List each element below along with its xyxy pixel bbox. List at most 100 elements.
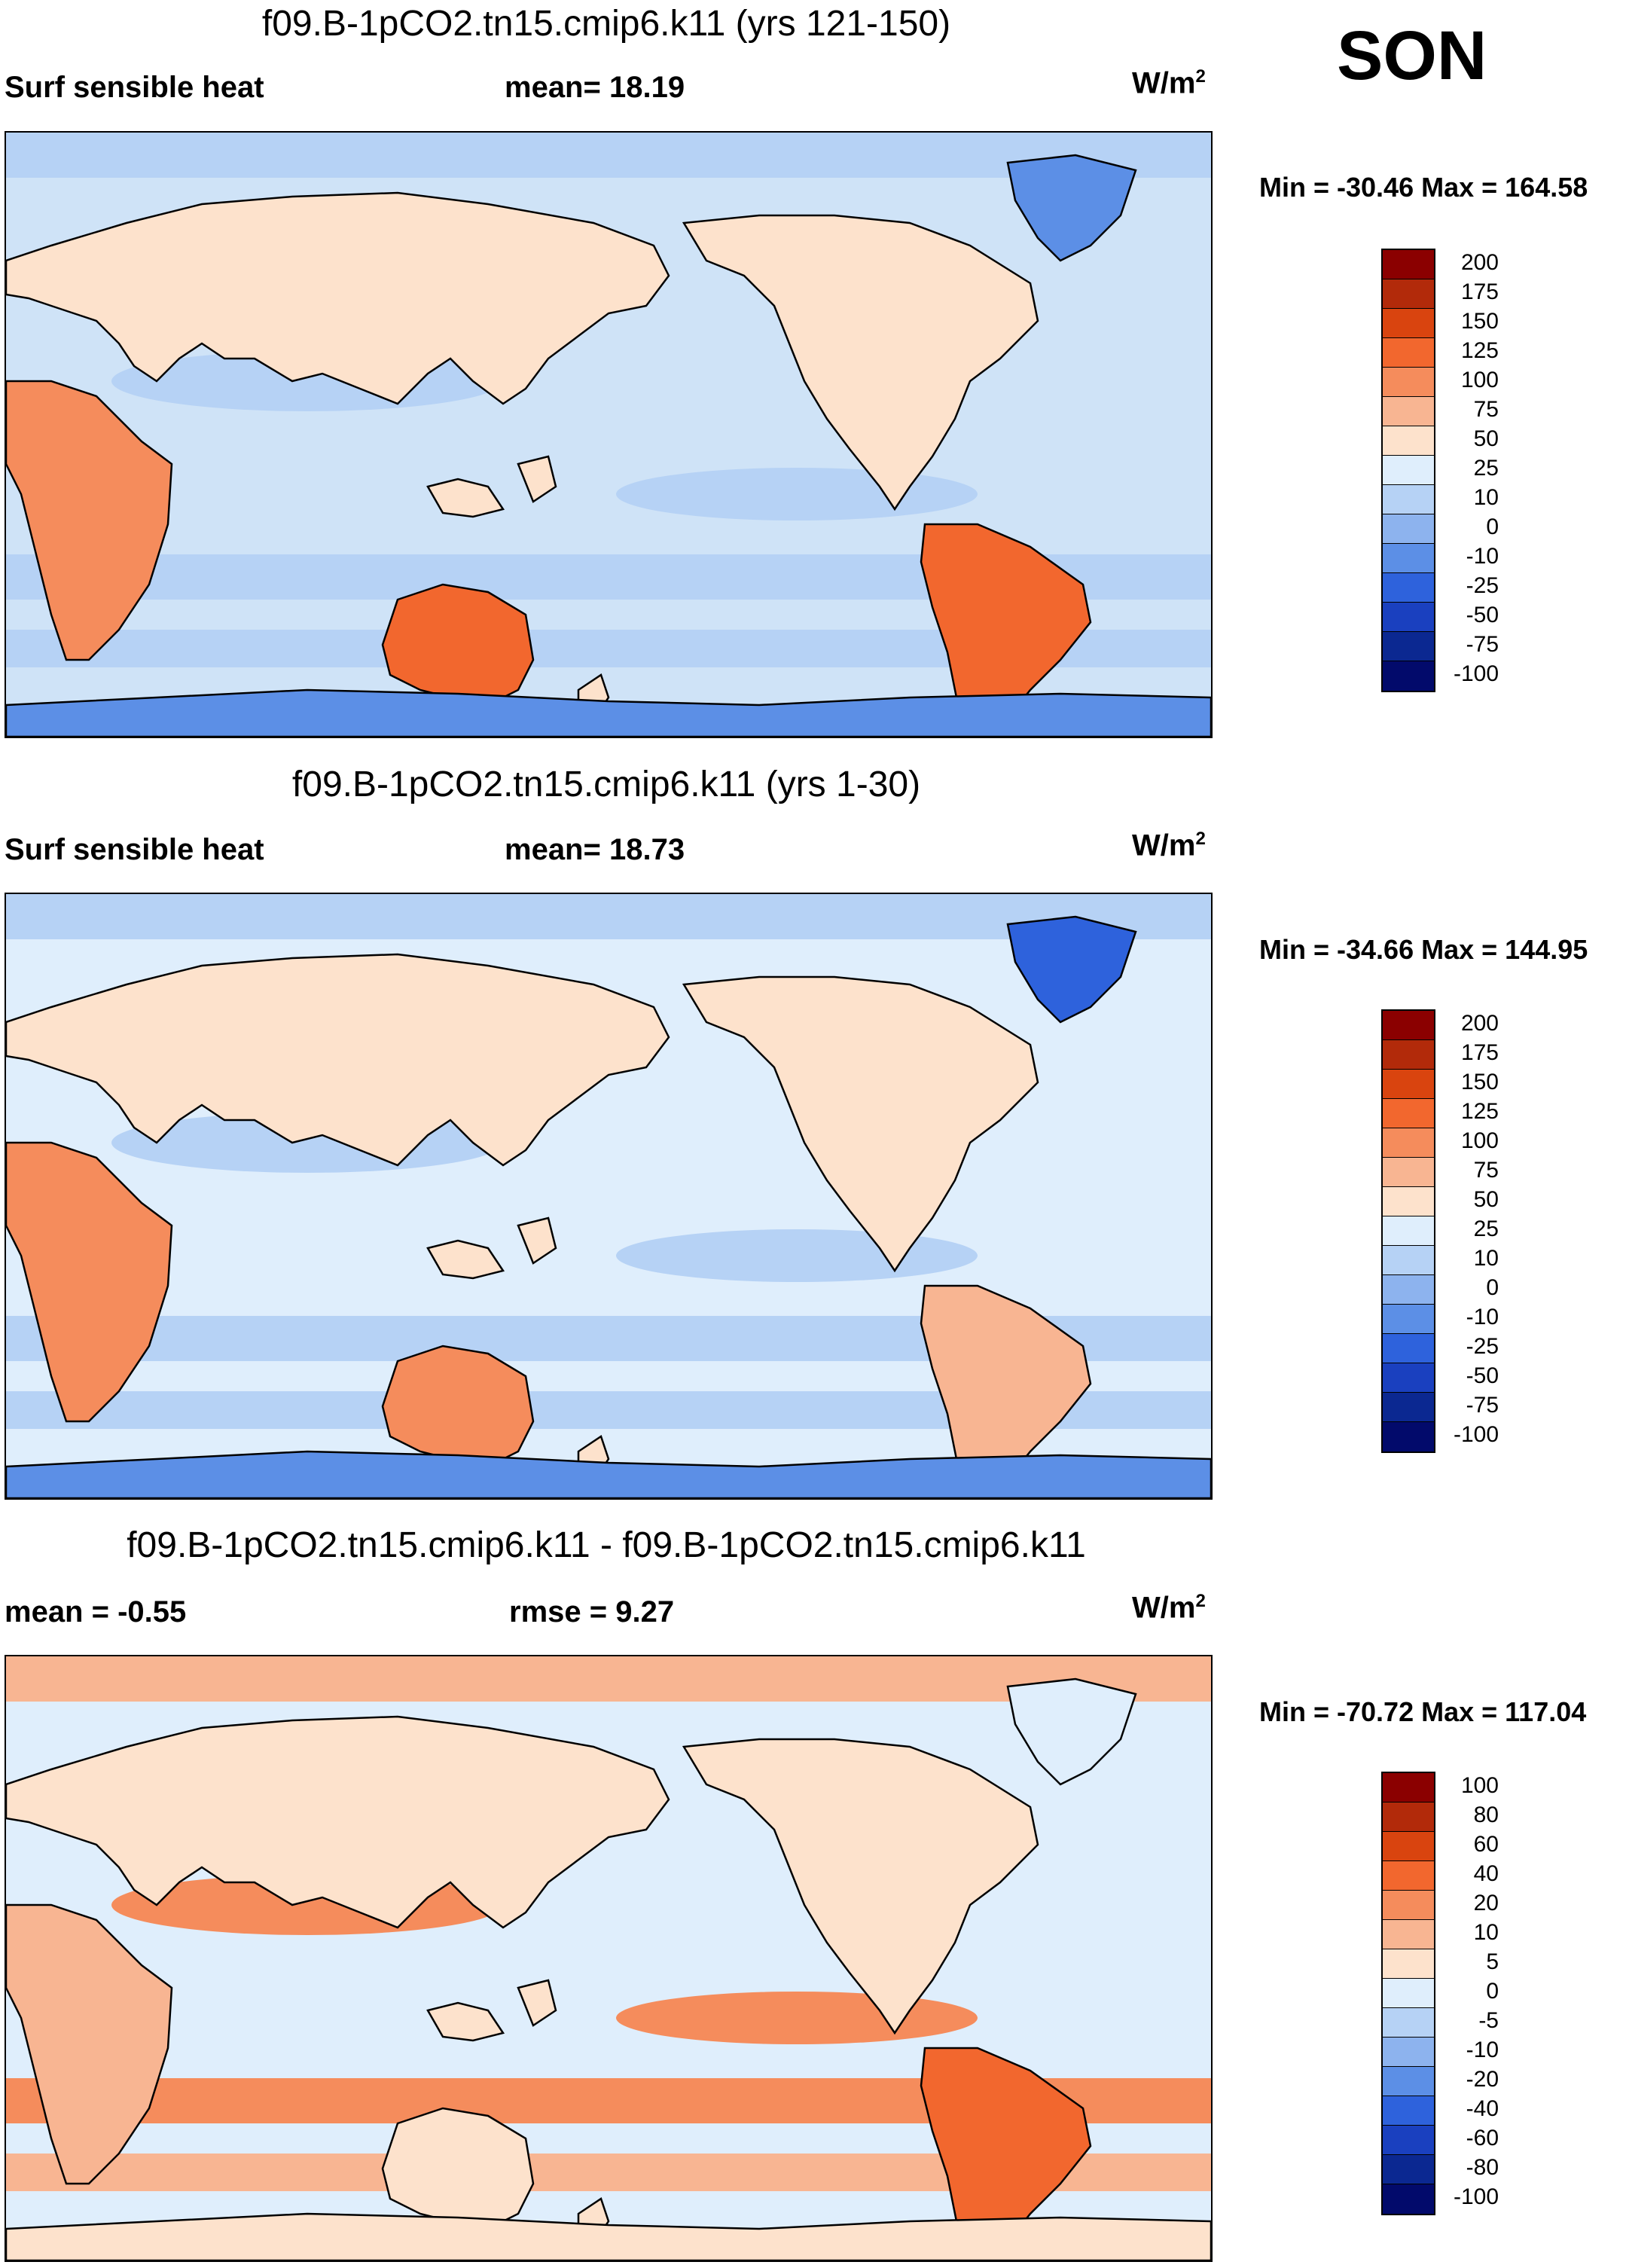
- colorbar-tick-label: -25: [1466, 573, 1499, 598]
- colorbar-box: [1383, 2067, 1434, 2096]
- colorbar-box: [1383, 1070, 1434, 1099]
- panel-1-map: [5, 131, 1213, 738]
- tropical-pacific-anomaly: [616, 1229, 978, 1282]
- antarctica-landmass: [6, 688, 1211, 737]
- world-map: [6, 1656, 1211, 2260]
- colorbar-box: [1383, 2096, 1434, 2126]
- colorbar-tick-label: 100: [1460, 1773, 1499, 1798]
- africa-landmass: [6, 1903, 173, 2185]
- colorbar-tick-label: 50: [1473, 426, 1499, 451]
- panel-1-units: W/m2: [1132, 66, 1206, 100]
- antarctica-landmass: [6, 2212, 1211, 2260]
- colorbar-box: [1383, 1979, 1434, 2008]
- panel-3-title: f09.B-1pCO2.tn15.cmip6.k11 - f09.B-1pCO2…: [127, 1525, 1086, 1565]
- colorbar-box: [1383, 1773, 1434, 1802]
- colorbar-tick-label: 200: [1460, 250, 1499, 275]
- eurasia-landmass: [6, 1715, 670, 1929]
- colorbar-box: [1383, 1128, 1434, 1158]
- colorbar-tick-label: 25: [1473, 456, 1499, 481]
- colorbar-box: [1383, 485, 1434, 514]
- panel-3-units: W/m2: [1132, 1591, 1206, 1625]
- panel-1-colorbar: [1381, 249, 1435, 692]
- maritime-continent-islands: [426, 455, 557, 518]
- colorbar-box: [1383, 368, 1434, 397]
- colorbar-box: [1383, 1040, 1434, 1070]
- colorbar-box: [1383, 661, 1434, 691]
- colorbar-tick-label: 0: [1486, 1275, 1499, 1300]
- colorbar-tick-label: 60: [1473, 1832, 1499, 1857]
- colorbar-tick-label: -75: [1466, 632, 1499, 657]
- maritime-continent-islands: [426, 1979, 557, 2042]
- colorbar-tick-label: 0: [1486, 514, 1499, 539]
- eurasia-landmass: [6, 953, 670, 1167]
- colorbar-box: [1383, 1099, 1434, 1128]
- colorbar-tick-label: 75: [1473, 397, 1499, 422]
- colorbar-box: [1383, 1363, 1434, 1393]
- colorbar-tick-label: 175: [1460, 279, 1499, 304]
- greenland-landmass: [1006, 1677, 1137, 1786]
- colorbar-tick-label: 10: [1473, 1246, 1499, 1271]
- season-label: SON: [1337, 17, 1487, 94]
- tropical-pacific-anomaly: [616, 1992, 978, 2044]
- colorbar-tick-label: 0: [1486, 1979, 1499, 2004]
- maritime-continent-islands: [426, 1216, 557, 1280]
- colorbar-box: [1383, 426, 1434, 456]
- colorbar-box: [1383, 1305, 1434, 1334]
- colorbar-box: [1383, 514, 1434, 544]
- colorbar-tick-label: -5: [1478, 2008, 1499, 2033]
- colorbar-box: [1383, 2008, 1434, 2038]
- colorbar-tick-label: 150: [1460, 309, 1499, 334]
- panel-1-minmax: Min = -30.46 Max = 164.58: [1259, 172, 1588, 203]
- panel-1-mid-label: mean= 18.19: [505, 71, 685, 104]
- africa-landmass: [6, 1141, 173, 1423]
- colorbar-box: [1383, 632, 1434, 661]
- colorbar-tick-label: 125: [1460, 338, 1499, 363]
- colorbar-tick-label: -75: [1466, 1393, 1499, 1418]
- colorbar-tick-label: 50: [1473, 1187, 1499, 1212]
- colorbar-tick-label: -50: [1466, 603, 1499, 627]
- colorbar-box: [1383, 1861, 1434, 1891]
- colorbar-tick-label: 10: [1473, 485, 1499, 510]
- colorbar-tick-label: 100: [1460, 1128, 1499, 1153]
- panel-1-title: f09.B-1pCO2.tn15.cmip6.k11 (yrs 121-150): [261, 4, 951, 44]
- colorbar-tick-label: -10: [1466, 1305, 1499, 1329]
- greenland-landmass: [1006, 154, 1137, 262]
- colorbar-box: [1383, 573, 1434, 603]
- panel-1-left-label: Surf sensible heat: [5, 71, 264, 104]
- panel-3-colorbar: [1381, 1772, 1435, 2215]
- colorbar-tick-label: -10: [1466, 2038, 1499, 2062]
- colorbar-box: [1383, 1949, 1434, 1979]
- colorbar-box: [1383, 603, 1434, 632]
- colorbar-tick-label: -80: [1466, 2155, 1499, 2180]
- colorbar-box: [1383, 1920, 1434, 1949]
- colorbar-box: [1383, 1422, 1434, 1451]
- north-america-landmass: [682, 214, 1039, 511]
- colorbar-tick-label: -20: [1466, 2067, 1499, 2092]
- colorbar-box: [1383, 456, 1434, 485]
- colorbar-tick-label: -10: [1466, 544, 1499, 569]
- panel-3-map: [5, 1655, 1213, 2262]
- panel-2-map: [5, 893, 1213, 1500]
- colorbar-box: [1383, 1158, 1434, 1187]
- colorbar-tick-label: -100: [1453, 1422, 1499, 1447]
- colorbar-box: [1383, 250, 1434, 279]
- colorbar-tick-label: -25: [1466, 1334, 1499, 1359]
- colorbar-tick-label: 75: [1473, 1158, 1499, 1183]
- colorbar-tick-label: 5: [1486, 1949, 1499, 1974]
- north-america-landmass: [682, 1738, 1039, 2035]
- world-map: [6, 894, 1211, 1498]
- colorbar-tick-label: 80: [1473, 1802, 1499, 1827]
- world-map: [6, 133, 1211, 737]
- colorbar-box: [1383, 1393, 1434, 1422]
- colorbar-box: [1383, 1802, 1434, 1832]
- colorbar-box: [1383, 1216, 1434, 1246]
- colorbar-tick-label: 25: [1473, 1216, 1499, 1241]
- colorbar-box: [1383, 1187, 1434, 1216]
- colorbar-box: [1383, 2038, 1434, 2067]
- colorbar-box: [1383, 2184, 1434, 2214]
- colorbar-box: [1383, 309, 1434, 338]
- panel-2-mid-label: mean= 18.73: [505, 833, 685, 866]
- colorbar-tick-label: 20: [1473, 1891, 1499, 1915]
- colorbar-box: [1383, 338, 1434, 368]
- colorbar-tick-label: -100: [1453, 2184, 1499, 2209]
